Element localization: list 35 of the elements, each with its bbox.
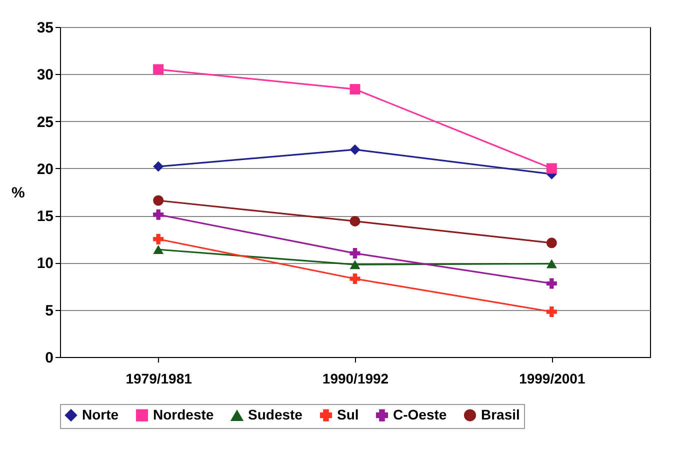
point [546, 259, 557, 268]
y-tick-label: 5 [45, 302, 54, 320]
x-tick-label: 1979/1981 [126, 370, 192, 386]
legend-label: C-Oeste [393, 406, 447, 422]
point [350, 84, 360, 94]
point [546, 238, 557, 248]
legend-label: Brasil [481, 406, 520, 422]
y-tick-label: 35 [36, 20, 54, 36]
x-tick-label: 1999/2001 [519, 370, 586, 386]
point [153, 234, 164, 244]
point [153, 195, 164, 206]
y-axis-title: % [11, 184, 25, 202]
point [153, 161, 164, 172]
y-tick-label: 10 [36, 255, 54, 272]
point [153, 209, 164, 220]
legend-label: Sul [337, 406, 359, 422]
y-tick-label: 20 [36, 160, 54, 178]
legend-label: Nordeste [153, 406, 214, 422]
y-tick-label: 0 [45, 350, 54, 366]
point [350, 260, 360, 270]
legend-label: Sudeste [248, 406, 303, 423]
point [153, 244, 164, 254]
x-tick-label: 1990/1992 [322, 370, 389, 386]
point [546, 306, 557, 317]
point [350, 144, 360, 155]
point [546, 163, 557, 174]
point [153, 64, 164, 75]
y-tick-label: 25 [36, 114, 54, 131]
point [350, 248, 360, 259]
point [350, 216, 360, 226]
point [350, 274, 360, 284]
y-tick-label: 30 [36, 66, 54, 84]
legend-label: Norte [82, 406, 119, 422]
point [546, 278, 557, 289]
y-tick-label: 15 [36, 208, 54, 226]
